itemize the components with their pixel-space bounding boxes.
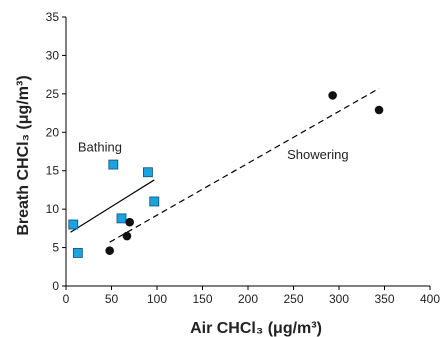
y-tick-label: 10 (46, 202, 60, 216)
y-tick-label: 0 (52, 279, 59, 293)
point-showering (105, 246, 114, 255)
point-bathing (72, 248, 83, 258)
x-tick-label: 300 (329, 292, 349, 306)
fit-lines (70, 87, 380, 243)
x-tick-label: 400 (420, 292, 440, 306)
y-tick-label: 35 (46, 10, 60, 24)
x-axis-title: Air CHCl₃ (μg/m³) (190, 320, 322, 337)
y-tick-label: 5 (52, 241, 59, 255)
annotation-label: Showering (287, 147, 348, 162)
x-tick-label: 200 (238, 292, 258, 306)
fit-line-showering (109, 87, 380, 243)
point-showering (122, 231, 132, 241)
x-tick-label: 50 (105, 292, 119, 306)
y-tick-label: 25 (46, 87, 60, 101)
point-showering (125, 217, 134, 227)
data-points (68, 91, 384, 258)
x-tick-label: 0 (63, 292, 70, 306)
annotation-label: Bathing (78, 140, 122, 155)
y-tick-label: 15 (46, 164, 60, 178)
y-tick-label: 30 (46, 48, 60, 62)
x-tick-label: 350 (374, 292, 394, 306)
point-bathing (116, 213, 127, 224)
fit-line-bathing (70, 179, 155, 233)
y-tick-label: 20 (46, 125, 60, 139)
point-bathing (68, 219, 79, 230)
y-axis-title: Breath CHCl₃ (μg/m³) (15, 75, 32, 235)
point-bathing (149, 196, 160, 207)
axes: 0 50 100 150 200 250 300 350 400 0 5 10 15 20 25 30 35 (46, 10, 441, 306)
point-bathing (108, 159, 119, 170)
point-showering (328, 91, 337, 100)
x-tick-label: 100 (147, 292, 167, 306)
point-showering (374, 105, 384, 115)
annotations: Bathing Showering (78, 140, 349, 163)
x-tick-label: 250 (283, 292, 303, 306)
x-tick-label: 150 (192, 292, 212, 306)
point-bathing (142, 167, 153, 178)
